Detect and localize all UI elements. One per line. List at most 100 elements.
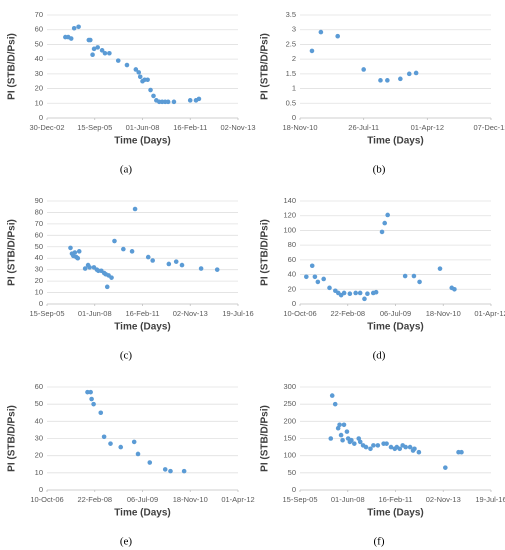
data-point [344,429,350,434]
data-point [88,389,93,395]
data-point [338,432,344,438]
x-tick-label: 19-Jul-16 [475,495,505,504]
y-axis-title: PI (STB/D/Psi) [7,219,18,286]
y-tick-label: 30 [35,433,43,442]
data-point [136,70,142,75]
x-tick-label: 16-Feb-11 [125,309,159,318]
data-point [373,289,379,295]
y-tick-label: 3 [292,25,296,34]
data-point [108,441,113,446]
data-point [329,393,335,398]
y-tick-label: 20 [35,451,43,460]
y-tick-label: 300 [283,382,296,391]
data-point [443,465,448,470]
data-point [413,70,419,76]
data-point [406,71,412,77]
data-point [363,444,369,450]
data-point [398,76,403,82]
data-point [452,286,457,292]
y-tick-label: 60 [35,25,43,34]
x-tick-label: 02-Nov-13 [173,309,208,318]
y-tick-label: 50 [35,399,43,408]
data-point [148,87,153,93]
data-point [357,439,363,445]
data-point [150,258,155,263]
data-point [352,441,357,446]
x-tick-label: 02-Nov-13 [220,123,255,132]
data-point [173,259,179,264]
data-point [131,439,137,445]
x-axis-title: Time (Days) [367,322,424,333]
y-tick-label: 50 [288,468,296,477]
data-point [411,273,417,279]
y-tick-label: 1 [292,84,296,93]
x-axis-title: Time (Days) [114,322,171,333]
data-point [115,58,121,63]
x-tick-label: 18-Nov-10 [426,309,461,318]
data-point [356,436,362,441]
y-tick-label: 40 [35,416,43,425]
y-axis-title: PI (STB/D/Psi) [260,405,271,472]
data-point [309,48,315,54]
caption: (d) [373,350,386,362]
y-tick-label: 60 [35,230,43,239]
data-point [129,249,135,254]
caption: (b) [373,164,386,176]
x-tick-label: 06-Jul-09 [380,309,411,318]
data-point [112,238,117,244]
y-tick-label: 0 [292,299,296,308]
data-point [137,74,143,80]
data-point [365,291,370,297]
x-tick-label: 01-Apr-12 [221,495,254,504]
x-tick-label: 07-Dec-12 [473,123,505,132]
data-point [171,99,177,105]
data-point [118,444,124,450]
y-tick-label: 250 [283,399,296,408]
data-point [99,48,105,53]
data-point [397,446,403,452]
caption: (e) [120,536,133,548]
y-tick-label: 60 [288,255,296,264]
data-point [341,290,347,296]
data-point [335,425,341,431]
data-point [181,468,187,474]
x-tick-label: 26-Jul-11 [348,123,379,132]
data-point [312,274,318,280]
x-tick-label: 22-Feb-08 [77,495,112,504]
x-tick-label: 10-Oct-06 [30,495,63,504]
data-point [327,285,332,291]
data-point [437,266,443,271]
data-point [407,444,413,450]
y-tick-label: 0 [39,113,43,122]
data-point [375,443,381,448]
data-point [124,62,130,68]
data-point [384,441,389,446]
x-tick-label: 06-Jul-09 [127,495,158,504]
x-tick-label: 18-Nov-10 [282,123,317,132]
x-tick-label: 10-Oct-06 [283,309,316,318]
data-point [109,275,114,280]
y-tick-label: 10 [35,98,43,107]
x-tick-label: 01-Jun-08 [331,495,365,504]
data-point [361,67,366,72]
data-point [309,263,315,269]
y-tick-label: 1.5 [286,69,296,78]
x-tick-label: 02-Nov-13 [426,495,461,504]
y-tick-label: 20 [35,276,43,285]
data-point [349,437,354,443]
data-point [168,468,173,474]
x-tick-label: 16-Feb-11 [378,495,412,504]
y-tick-label: 0 [39,299,43,308]
data-point [371,443,376,448]
y-tick-label: 100 [283,451,296,460]
y-tick-label: 0 [292,113,296,122]
y-axis-title: PI (STB/D/Psi) [260,219,271,286]
data-point [198,266,204,271]
data-point [166,261,172,267]
data-point [187,98,193,103]
data-point [132,206,138,212]
y-tick-label: 10 [35,468,43,477]
data-point [417,279,422,285]
data-point [72,250,78,255]
data-point [91,46,97,52]
